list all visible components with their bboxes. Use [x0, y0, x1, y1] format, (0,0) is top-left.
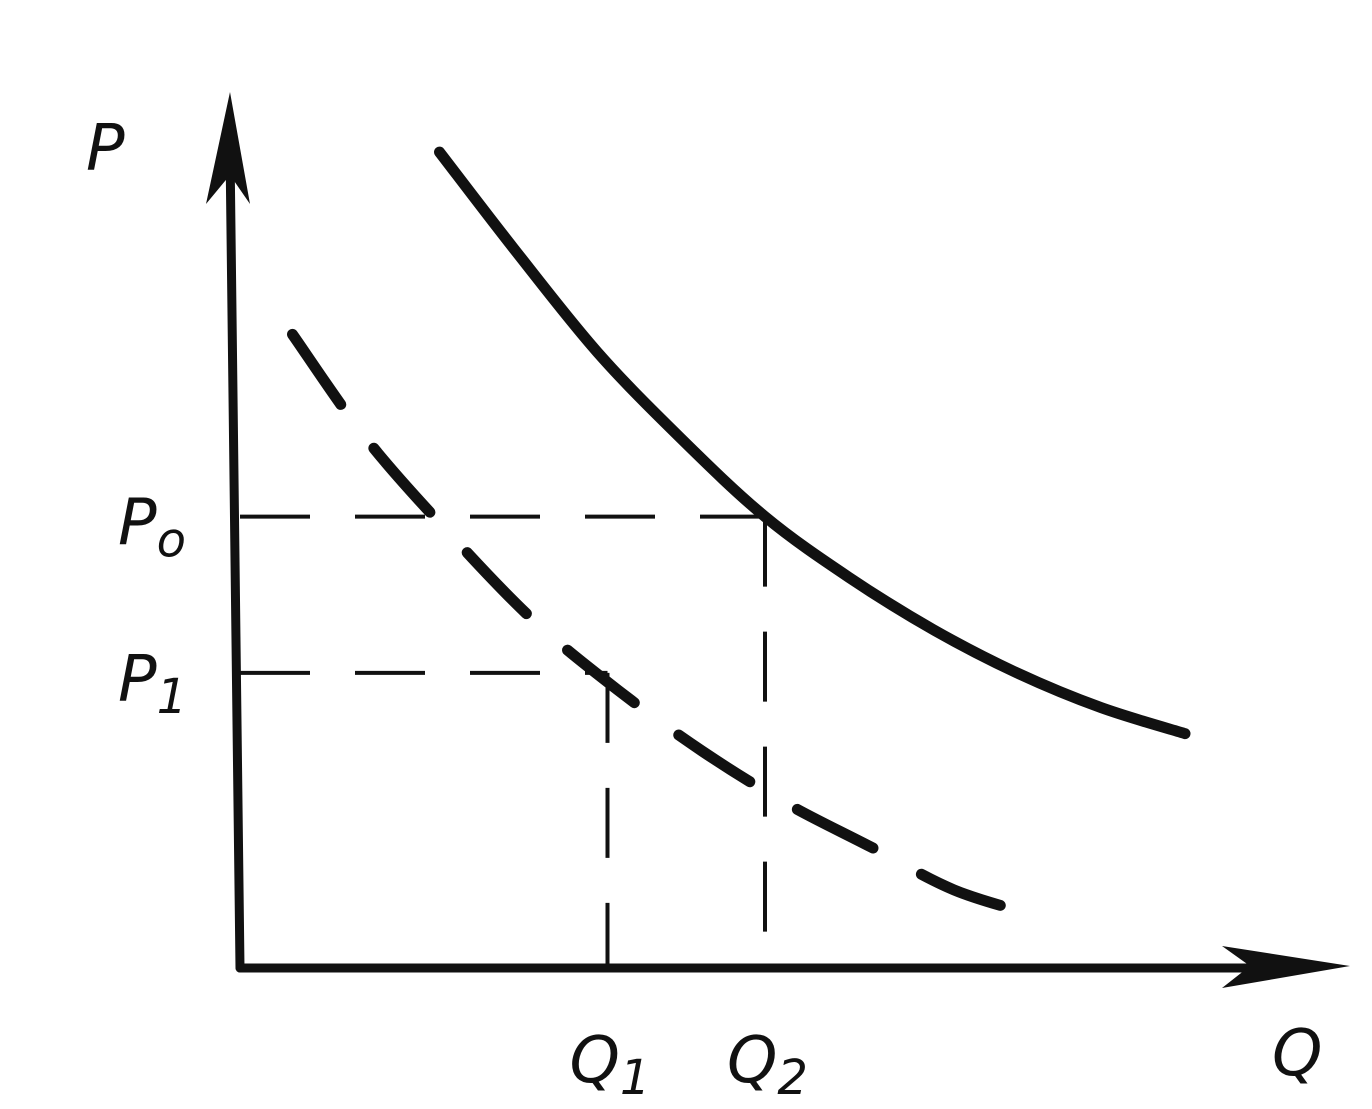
solid-demand-curve	[434, 146, 1191, 740]
tick-label-p1: P1	[118, 643, 187, 725]
dashed-demand-curve	[287, 328, 1044, 922]
x-axis-arrow	[1222, 946, 1350, 988]
tick-label-p0: Po	[118, 487, 186, 569]
tick-label-q2: Q2	[727, 1024, 808, 1106]
x-axis-label: Q	[1272, 1017, 1322, 1091]
curves	[287, 146, 1191, 922]
tick-label-q2-main: Q	[727, 1024, 777, 1098]
tick-label-p1-sub: 1	[157, 669, 188, 725]
tick-label-p0-main: P	[118, 487, 157, 561]
y-axis-arrow	[206, 92, 250, 204]
y-axis-label: P	[86, 112, 125, 186]
tick-label-q1: Q1	[570, 1024, 651, 1106]
tick-label-p0-sub: o	[157, 513, 186, 569]
tick-label-p1-main: P	[118, 643, 157, 717]
reference-lines	[240, 514, 767, 968]
y-axis	[225, 145, 245, 973]
tick-label-q1-main: Q	[570, 1024, 620, 1098]
tick-label-q2-sub: 2	[777, 1050, 808, 1106]
tick-label-q1-sub: 1	[620, 1050, 651, 1106]
